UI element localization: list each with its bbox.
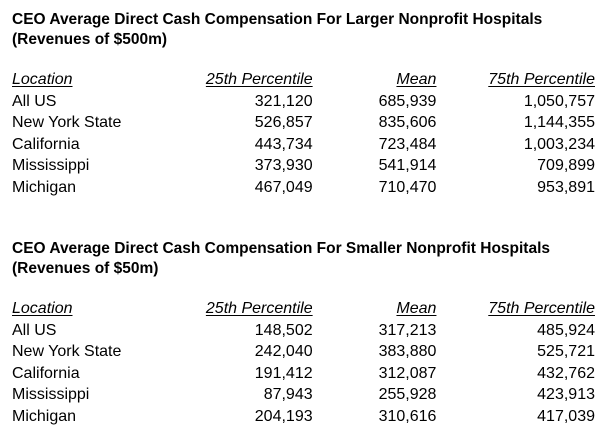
p75-cell: 1,003,234 <box>523 135 595 153</box>
mean-cell: 541,914 <box>378 157 437 174</box>
column-header-mean: Mean <box>396 71 437 88</box>
compensation-table: Location 25th Percentile Mean 75th Perce… <box>12 298 602 427</box>
mean-cell: 255,928 <box>378 386 437 403</box>
p75-cell: 423,913 <box>537 386 595 403</box>
location-cell: All US <box>12 92 57 110</box>
larger-hospitals-section: CEO Average Direct Cash Compensation For… <box>12 10 602 198</box>
mean-cell: 723,484 <box>378 135 437 153</box>
location-cell: New York State <box>12 343 122 360</box>
table-row: Michigan 467,049 710,470 953,891 <box>12 177 602 199</box>
column-header-25th-percentile: 25th Percentile <box>205 300 313 317</box>
p75-cell: 417,039 <box>537 407 595 425</box>
p75-cell: 1,144,355 <box>523 114 595 131</box>
location-cell: Mississippi <box>12 386 90 403</box>
p75-cell: 485,924 <box>537 321 595 339</box>
table-row: Mississippi 373,930 541,914 709,899 <box>12 155 602 177</box>
column-header-location: Location <box>12 300 73 317</box>
table-row: All US 321,120 685,939 1,050,757 <box>12 91 602 113</box>
mean-cell: 835,606 <box>378 114 437 131</box>
mean-cell: 310,616 <box>378 407 437 425</box>
mean-cell: 710,470 <box>378 178 437 196</box>
column-header-25th-percentile: 25th Percentile <box>205 71 313 88</box>
p25-cell: 87,943 <box>263 386 313 403</box>
location-cell: Michigan <box>12 407 77 425</box>
table-header-row: Location 25th Percentile Mean 75th Perce… <box>12 69 602 91</box>
mean-cell: 317,213 <box>378 321 437 339</box>
compensation-table: Location 25th Percentile Mean 75th Perce… <box>12 69 602 198</box>
p25-cell: 204,193 <box>254 407 313 425</box>
p75-cell: 432,762 <box>537 364 595 382</box>
p25-cell: 443,734 <box>254 135 313 153</box>
p25-cell: 321,120 <box>254 92 313 110</box>
table-row: All US 148,502 317,213 485,924 <box>12 320 602 342</box>
p25-cell: 242,040 <box>254 343 313 360</box>
p75-cell: 525,721 <box>537 343 595 360</box>
table-header-row: Location 25th Percentile Mean 75th Perce… <box>12 298 602 320</box>
column-header-75th-percentile: 75th Percentile <box>488 71 595 88</box>
table-row: Michigan 204,193 310,616 417,039 <box>12 406 602 428</box>
location-cell: California <box>12 364 80 382</box>
column-header-mean: Mean <box>396 300 437 317</box>
p25-cell: 373,930 <box>254 157 313 174</box>
section-title: CEO Average Direct Cash Compensation For… <box>12 11 543 48</box>
p25-cell: 191,412 <box>254 364 313 382</box>
mean-cell: 383,880 <box>378 343 437 360</box>
table-row: California 443,734 723,484 1,003,234 <box>12 134 602 156</box>
mean-cell: 685,939 <box>378 92 437 110</box>
location-cell: California <box>12 135 80 153</box>
table-row: California 191,412 312,087 432,762 <box>12 363 602 385</box>
location-cell: New York State <box>12 114 122 131</box>
p25-cell: 467,049 <box>254 178 313 196</box>
p75-cell: 709,899 <box>537 157 595 174</box>
location-cell: Mississippi <box>12 157 90 174</box>
smaller-hospitals-section: CEO Average Direct Cash Compensation For… <box>12 239 602 427</box>
location-cell: Michigan <box>12 178 77 196</box>
section-title: CEO Average Direct Cash Compensation For… <box>12 240 551 277</box>
location-cell: All US <box>12 321 57 339</box>
table-row: New York State 526,857 835,606 1,144,355 <box>12 112 602 134</box>
table-row: Mississippi 87,943 255,928 423,913 <box>12 384 602 406</box>
p75-cell: 1,050,757 <box>523 92 595 110</box>
p75-cell: 953,891 <box>537 178 595 196</box>
column-header-75th-percentile: 75th Percentile <box>488 300 595 317</box>
p25-cell: 526,857 <box>254 114 313 131</box>
table-row: New York State 242,040 383,880 525,721 <box>12 341 602 363</box>
p25-cell: 148,502 <box>254 321 313 339</box>
column-header-location: Location <box>12 71 73 88</box>
mean-cell: 312,087 <box>378 364 437 382</box>
